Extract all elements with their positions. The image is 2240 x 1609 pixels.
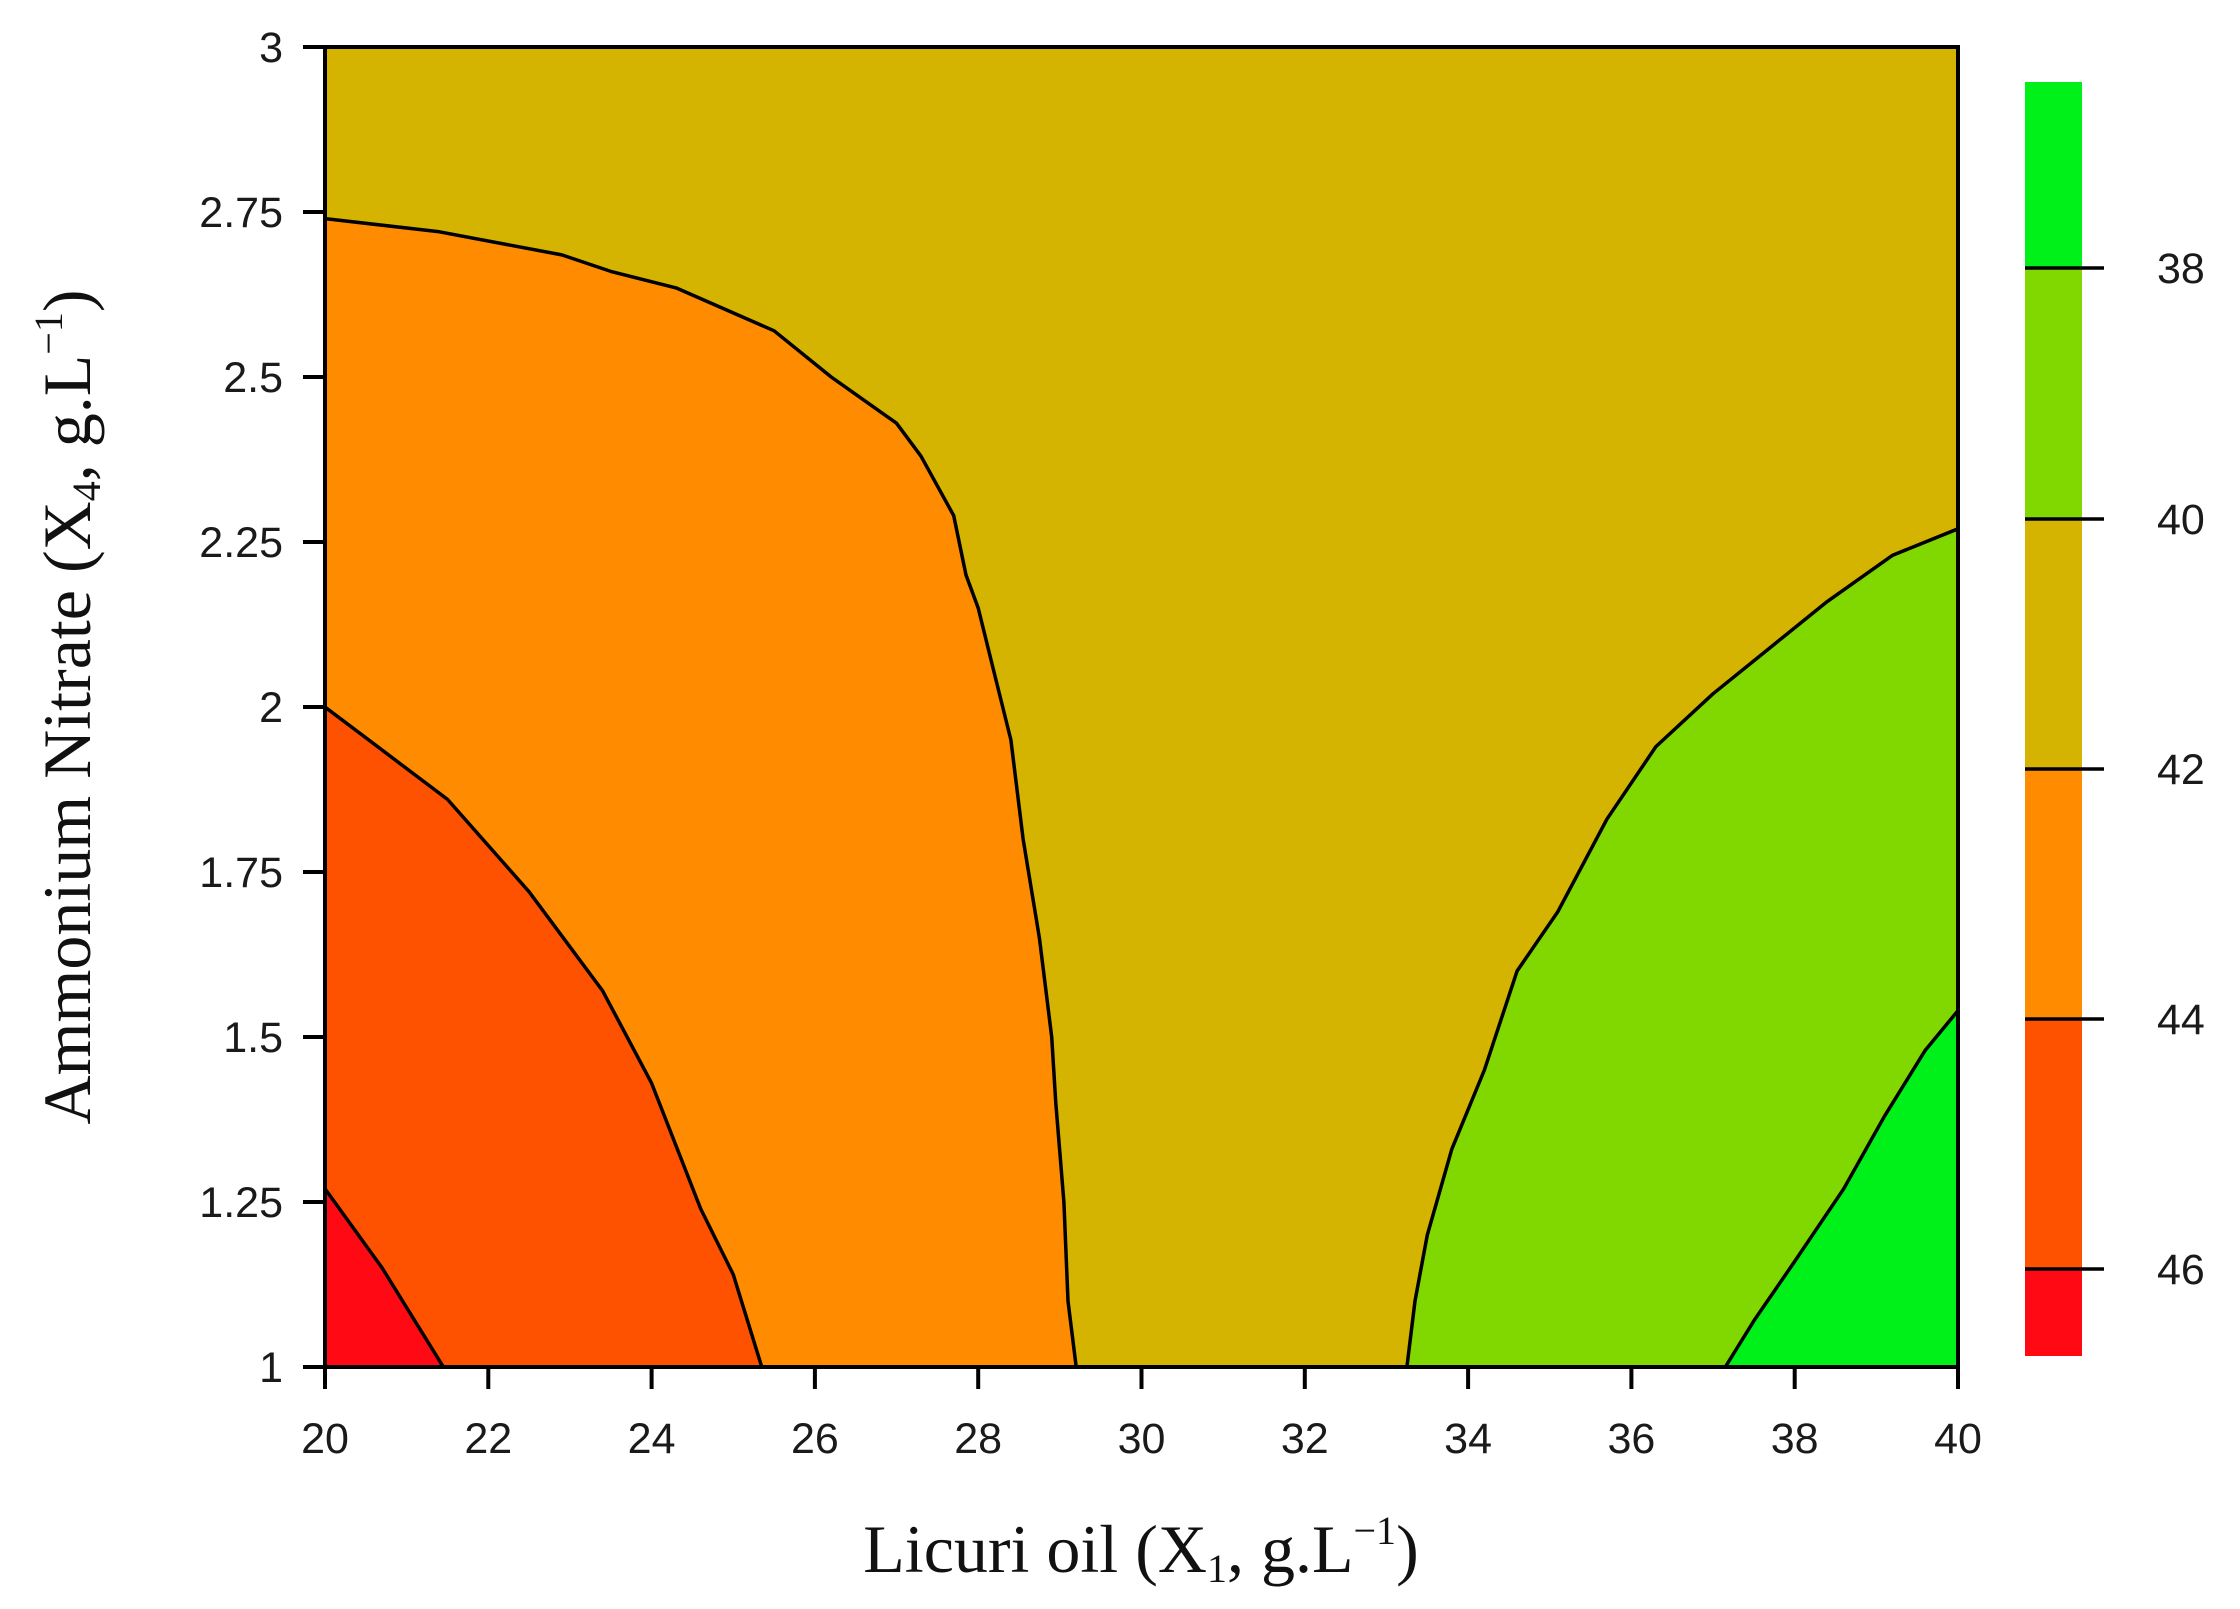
contour-regions [325,47,1958,1367]
colorbar: 38 40 42 44 46 [2025,82,2205,1356]
contour-region-5 [1723,1008,1958,1367]
x-tick-label: 40 [1934,1415,1982,1463]
y-axis-title-suffix: ) [29,290,105,313]
colorbar-label: 40 [2157,496,2205,544]
x-tick-label: 28 [954,1415,1002,1463]
x-axis: 20 22 24 26 28 30 32 34 36 38 40 [301,1367,1982,1463]
x-tick-label: 30 [1118,1415,1166,1463]
contour-region-4 [1405,527,1958,1367]
y-axis: 1 1.25 1.5 1.75 2 2.25 2.5 2.75 3 [199,24,325,1392]
x-tick-label: 36 [1607,1415,1655,1463]
y-tick-label: 2.25 [199,519,283,567]
x-axis-title-superscript: −1 [1354,1508,1397,1553]
y-tick-label: 2.75 [199,189,283,237]
colorbar-label: 42 [2157,746,2205,794]
x-axis-title-prefix: Licuri oil (X [863,1511,1207,1587]
y-tick-label: 3 [259,24,283,72]
colorbar-band [2025,82,2082,268]
contour-region-3 [325,1187,446,1367]
contour-region-2 [325,705,764,1367]
colorbar-band [2025,1019,2082,1269]
x-tick-label: 34 [1444,1415,1492,1463]
x-tick-label: 26 [791,1415,839,1463]
colorbar-label: 44 [2157,996,2205,1044]
colorbar-band [2025,1269,2082,1356]
y-tick-label: 1.25 [199,1179,283,1227]
x-tick-label: 24 [628,1415,676,1463]
y-tick-label: 1 [259,1344,283,1392]
colorbar-band [2025,268,2082,519]
x-axis-title-suffix: ) [1396,1511,1419,1587]
colorbar-band [2025,519,2082,769]
y-axis-title-subscript: 4 [64,481,109,501]
y-axis-title: Ammonium Nitrate (X4, g.L−1) [26,290,109,1125]
x-axis-title: Licuri oil (X1, g.L−1) [863,1508,1418,1591]
x-tick-label: 22 [464,1415,512,1463]
x-tick-label: 20 [301,1415,349,1463]
y-tick-label: 1.75 [199,849,283,897]
x-tick-label: 38 [1771,1415,1819,1463]
colorbar-label: 46 [2157,1246,2205,1294]
x-tick-label: 32 [1281,1415,1329,1463]
colorbar-band [2025,769,2082,1019]
y-axis-title-middle: , g.L [29,355,105,482]
x-axis-title-middle: , g.L [1227,1511,1354,1587]
y-tick-label: 1.5 [223,1014,283,1062]
y-axis-title-superscript: −1 [26,312,71,355]
y-axis-title-prefix: Ammonium Nitrate (X [29,501,105,1124]
y-tick-label: 2 [259,684,283,732]
y-tick-label: 2.5 [223,354,283,402]
x-axis-title-subscript: 1 [1207,1546,1227,1591]
colorbar-label: 38 [2157,245,2205,293]
